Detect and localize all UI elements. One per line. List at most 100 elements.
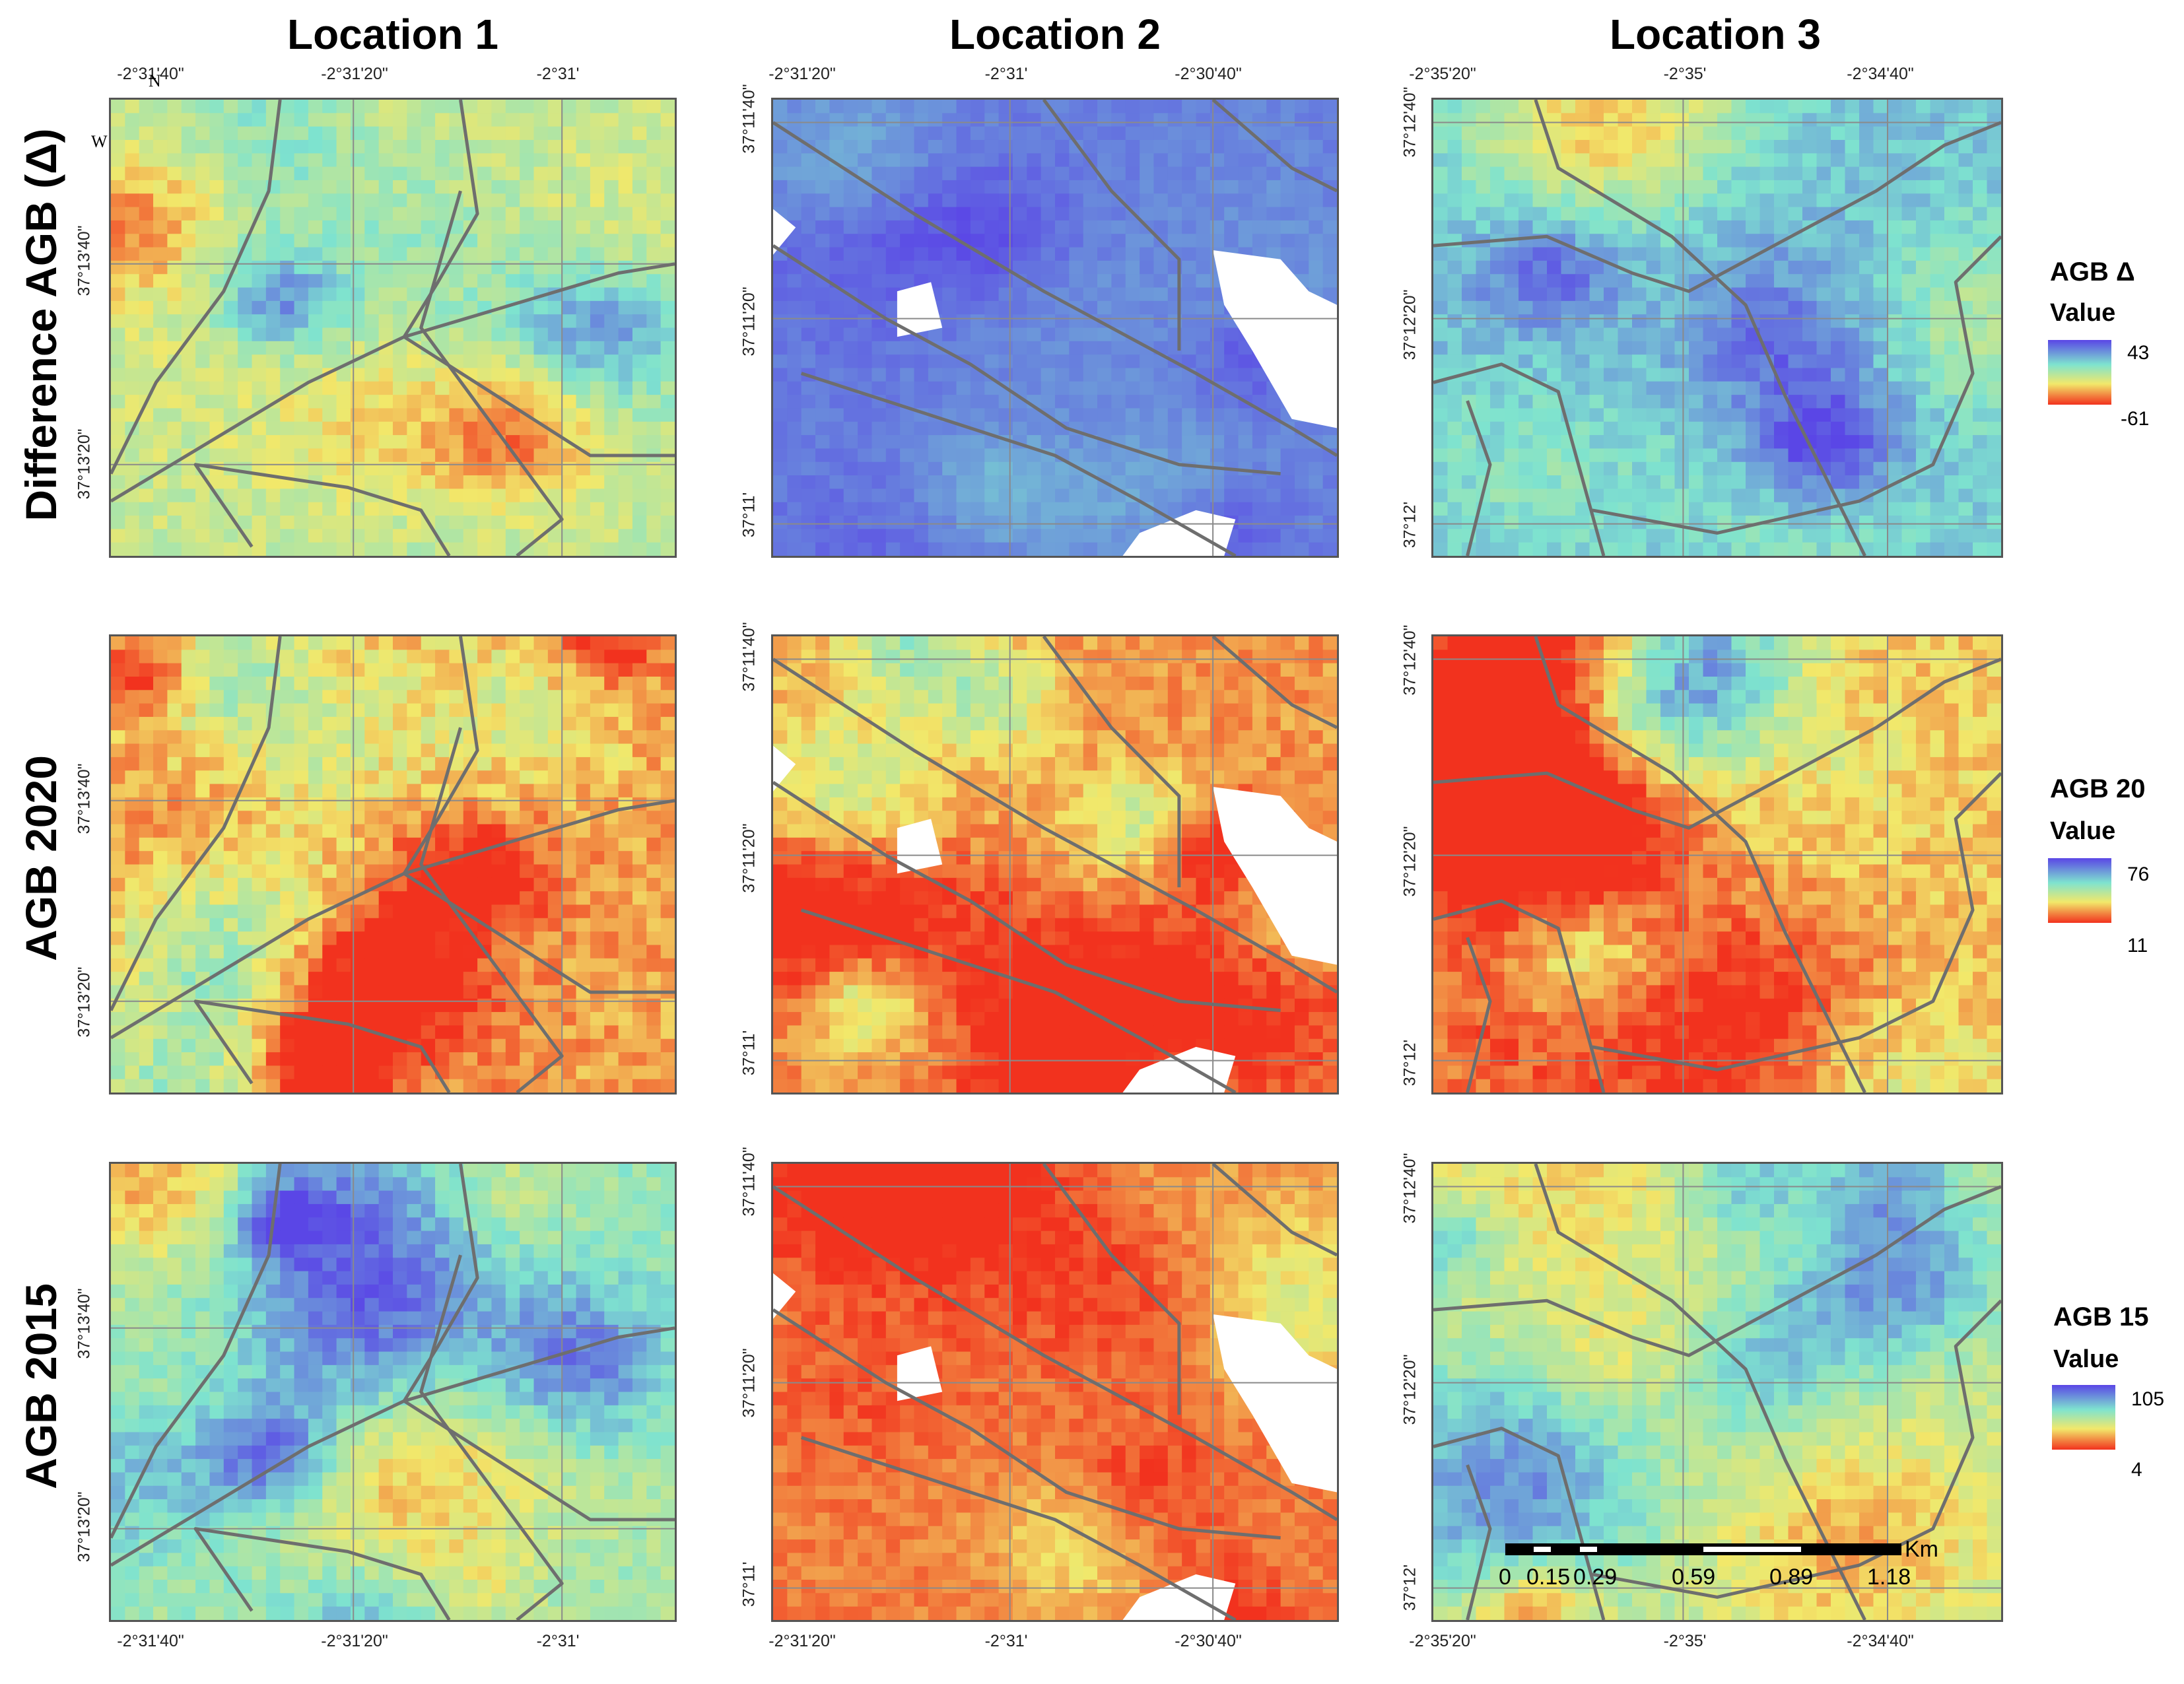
lat-tick: 37°11'40" bbox=[739, 1147, 759, 1217]
lat-tick: 37°11'20" bbox=[739, 286, 759, 356]
bottom-lon-tick: -2°31' bbox=[984, 1632, 1028, 1650]
boundary-line bbox=[402, 1164, 479, 1402]
bottom-lon-tick: -2°35' bbox=[1663, 1632, 1707, 1650]
boundary-line bbox=[773, 1185, 1337, 1522]
lat-tick: 37°12' bbox=[1400, 501, 1419, 549]
lat-tick: 37°11' bbox=[739, 1561, 759, 1607]
lat-tick: 37°13'20" bbox=[75, 1491, 94, 1563]
top-lon-tick: -2°34'40" bbox=[1847, 65, 1914, 83]
lat-tick: 37°13'40" bbox=[75, 225, 94, 296]
nodata-area bbox=[773, 1273, 796, 1319]
nodata-area bbox=[897, 1346, 943, 1401]
top-lon-tick: -2°30'40" bbox=[1175, 65, 1242, 83]
legend-subtitle: Value bbox=[2053, 1345, 2119, 1373]
lat-tick: 37°12' bbox=[1400, 1564, 1419, 1611]
bottom-lon-tick: -2°35'20" bbox=[1409, 1632, 1476, 1650]
lat-tick: 37°11'40" bbox=[739, 84, 759, 154]
boundary-line bbox=[1433, 1185, 2001, 1357]
top-lon-tick: -2°31' bbox=[984, 65, 1028, 83]
scale-bar-label: 0.59 bbox=[1672, 1565, 1716, 1590]
scale-bar-graphic bbox=[1505, 1543, 1901, 1555]
scale-bar bbox=[1505, 1542, 1901, 1557]
nodata-area bbox=[1122, 1574, 1236, 1620]
boundary-line bbox=[111, 262, 675, 503]
boundary-line bbox=[193, 999, 451, 1093]
boundary-line bbox=[773, 1308, 1281, 1540]
nodata-area bbox=[773, 745, 796, 791]
boundary-line bbox=[1466, 400, 1492, 556]
map-panel-loc3-agb-2020 bbox=[1431, 634, 2003, 1095]
row-title-agb-2020: AGB 2020 bbox=[17, 755, 65, 961]
boundary-line bbox=[1466, 937, 1492, 1093]
lat-tick: 37°12'40" bbox=[1400, 1153, 1419, 1224]
lat-tick: 37°13'40" bbox=[75, 763, 94, 834]
legend-title-agb-2020: AGB 20 bbox=[2050, 774, 2146, 803]
legend-max: 43 bbox=[2127, 342, 2150, 364]
boundary-line bbox=[773, 244, 1281, 476]
top-lon-tick: -2°31' bbox=[536, 65, 580, 83]
boundary-line bbox=[402, 100, 479, 338]
top-lon-tick: -2°31'20" bbox=[768, 65, 836, 83]
lat-tick: 37°11'20" bbox=[739, 823, 759, 893]
nodata-area bbox=[1122, 510, 1236, 556]
scale-bar-label: 0.89 bbox=[1769, 1565, 1814, 1590]
boundary-line bbox=[1211, 636, 1337, 729]
boundary-line bbox=[773, 121, 1337, 457]
boundary-line bbox=[111, 1164, 282, 1539]
lat-tick: 37°11' bbox=[739, 492, 759, 538]
bottom-lon-tick: -2°31'40" bbox=[117, 1632, 184, 1650]
boundary-line bbox=[111, 100, 282, 475]
legend-title-difference: AGB Δ bbox=[2050, 257, 2135, 286]
boundary-line bbox=[1042, 100, 1181, 351]
bottom-lon-tick: -2°30'40" bbox=[1175, 1632, 1242, 1650]
column-title-location-2: Location 2 bbox=[949, 11, 1161, 58]
boundary-line bbox=[403, 872, 675, 994]
legend-subtitle: Value bbox=[2050, 817, 2116, 845]
nodata-area bbox=[897, 282, 943, 337]
lat-tick: 37°12'20" bbox=[1400, 1354, 1419, 1425]
boundary-line bbox=[419, 190, 564, 556]
boundary-line bbox=[1534, 100, 1866, 556]
boundary-line bbox=[1433, 657, 2001, 830]
top-lon-tick: -2°31'20" bbox=[321, 65, 388, 83]
row-title-difference: Difference AGB (Δ) bbox=[17, 128, 65, 522]
map-panel-loc1-agb-2020 bbox=[109, 634, 677, 1095]
legend-min: 11 bbox=[2127, 935, 2148, 957]
boundary-line bbox=[1433, 362, 1606, 556]
map-panel-loc2-difference bbox=[771, 98, 1339, 558]
top-lon-tick: -2°35' bbox=[1663, 65, 1707, 83]
legend-max: 105 bbox=[2131, 1388, 2165, 1410]
boundary-line bbox=[800, 372, 1237, 556]
north-arrow-n: N bbox=[149, 71, 161, 90]
boundary-line bbox=[800, 1436, 1237, 1620]
boundary-line bbox=[1433, 899, 1606, 1093]
nodata-area bbox=[773, 209, 796, 255]
boundary-line bbox=[419, 1254, 564, 1620]
boundary-line bbox=[1042, 1164, 1181, 1415]
map-panel-loc1-difference bbox=[109, 98, 677, 558]
boundary-line bbox=[193, 463, 451, 556]
row-title-agb-2015: AGB 2015 bbox=[17, 1283, 65, 1489]
boundary-line bbox=[403, 335, 675, 457]
boundary-line bbox=[403, 1399, 675, 1522]
nodata-area bbox=[1213, 250, 1337, 428]
legend-min: -61 bbox=[2121, 408, 2150, 430]
map-panel-loc2-agb-2015 bbox=[771, 1162, 1339, 1622]
lat-tick: 37°12'40" bbox=[1400, 86, 1419, 158]
scale-bar-unit: Km bbox=[1905, 1537, 1938, 1562]
boundary-line bbox=[193, 1527, 451, 1620]
lat-tick: 37°11'40" bbox=[739, 622, 759, 692]
column-title-location-1: Location 1 bbox=[287, 11, 499, 58]
boundary-line bbox=[1433, 1427, 1606, 1620]
north-arrow-w: W bbox=[91, 132, 108, 151]
bottom-lon-tick: -2°34'40" bbox=[1847, 1632, 1914, 1650]
legend-min: 4 bbox=[2131, 1459, 2142, 1481]
bottom-lon-tick: -2°31'20" bbox=[321, 1632, 388, 1650]
bottom-lon-tick: -2°31' bbox=[536, 1632, 580, 1650]
boundary-line bbox=[1433, 121, 2001, 293]
boundary-line bbox=[1211, 1164, 1337, 1257]
bottom-lon-tick: -2°31'20" bbox=[768, 1632, 836, 1650]
lat-tick: 37°11'20" bbox=[739, 1348, 759, 1418]
nodata-area bbox=[897, 819, 943, 874]
boundary-line bbox=[111, 636, 282, 1011]
